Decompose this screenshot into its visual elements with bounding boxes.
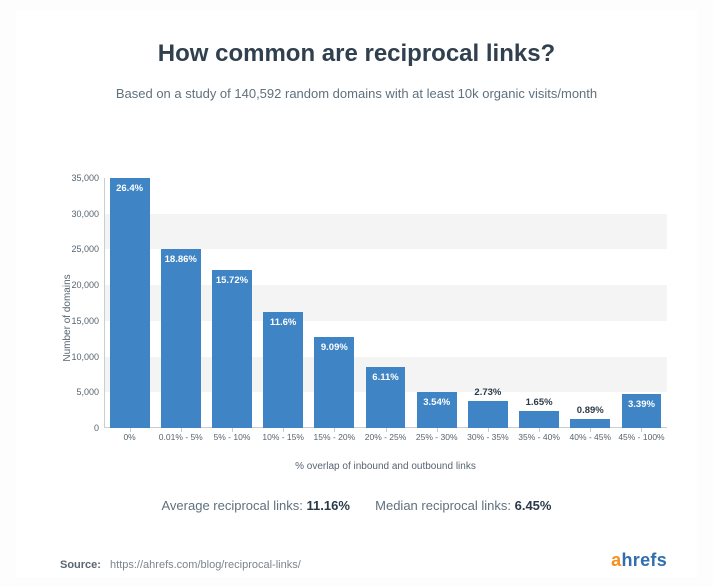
bar-value-label: 26.4% bbox=[116, 183, 143, 194]
bar-value-label: 3.54% bbox=[423, 397, 450, 408]
median-label: Median reciprocal links: bbox=[375, 498, 511, 513]
chart-card: How common are reciprocal links? Based o… bbox=[16, 10, 697, 577]
bar-value-label: 3.39% bbox=[628, 399, 655, 410]
bar: 15.72% bbox=[212, 270, 252, 428]
source: Source: https://ahrefs.com/blog/reciproc… bbox=[60, 559, 301, 571]
bar-slot: 0.89% bbox=[565, 178, 616, 428]
y-tick: 35,000 bbox=[71, 173, 104, 183]
bar: 3.54% bbox=[417, 392, 457, 428]
bar-slot: 1.65% bbox=[514, 178, 565, 428]
page-subtitle: Based on a study of 140,592 random domai… bbox=[16, 86, 697, 101]
bar: 3.39% bbox=[622, 394, 662, 428]
bars-container: 26.4% 18.86% 15.72% 11.6% 9.09% 6.11% 3.54% 2.7… bbox=[104, 178, 667, 428]
x-tick-row: 0%0.01% - 5%5% - 10%10% - 15%15% - 20%20… bbox=[104, 432, 667, 442]
bar: 26.4% bbox=[110, 178, 150, 428]
x-tick-label: 0% bbox=[104, 432, 155, 442]
bar: 11.6% bbox=[263, 312, 303, 428]
plot-area: 05,00010,00015,00020,00025,00030,00035,0… bbox=[104, 178, 667, 428]
bar-slot: 3.39% bbox=[616, 178, 667, 428]
x-tick-label: 25% - 30% bbox=[411, 432, 462, 442]
bar-value-label: 11.6% bbox=[270, 317, 296, 328]
x-tick-label: 10% - 15% bbox=[258, 432, 309, 442]
summary-stats: Average reciprocal links: 11.16% Median … bbox=[16, 498, 697, 513]
page-title: How common are reciprocal links? bbox=[16, 40, 697, 68]
y-tick: 10,000 bbox=[71, 352, 104, 362]
bar-slot: 18.86% bbox=[155, 178, 206, 428]
bar-value-label: 1.65% bbox=[526, 397, 553, 408]
x-tick-label: 35% - 40% bbox=[514, 432, 565, 442]
bar-value-label: 15.72% bbox=[216, 275, 248, 286]
source-url: https://ahrefs.com/blog/reciprocal-links… bbox=[110, 559, 301, 571]
bar-slot: 3.54% bbox=[411, 178, 462, 428]
x-tick-label: 40% - 45% bbox=[565, 432, 616, 442]
footer: Source: https://ahrefs.com/blog/reciproc… bbox=[60, 550, 667, 571]
y-tick: 25,000 bbox=[71, 244, 104, 254]
bar-slot: 2.73% bbox=[462, 178, 513, 428]
bar: 18.86% bbox=[161, 249, 201, 428]
x-tick-label: 45% - 100% bbox=[616, 432, 667, 442]
bar: 0.89% bbox=[570, 419, 610, 428]
bar-value-label: 6.11% bbox=[372, 372, 398, 383]
bar-value-label: 0.89% bbox=[577, 405, 604, 416]
chart-area: Number of domains 05,00010,00015,00020,0… bbox=[64, 178, 667, 458]
bar-slot: 26.4% bbox=[104, 178, 155, 428]
bar: 2.73% bbox=[468, 401, 508, 428]
logo-rest: hrefs bbox=[621, 550, 667, 570]
bar-slot: 6.11% bbox=[360, 178, 411, 428]
x-tick-label: 30% - 35% bbox=[462, 432, 513, 442]
x-tick-label: 5% - 10% bbox=[206, 432, 257, 442]
y-tick: 20,000 bbox=[71, 280, 104, 290]
x-tick-label: 15% - 20% bbox=[309, 432, 360, 442]
bar-slot: 11.6% bbox=[258, 178, 309, 428]
ahrefs-logo: ahrefs bbox=[611, 550, 667, 571]
avg-value: 11.16% bbox=[307, 498, 350, 513]
y-tick: 15,000 bbox=[71, 316, 104, 326]
bar-value-label: 2.73% bbox=[474, 387, 501, 398]
x-tick-label: 0.01% - 5% bbox=[155, 432, 206, 442]
bar-slot: 9.09% bbox=[309, 178, 360, 428]
y-tick: 0 bbox=[94, 423, 104, 433]
bar: 9.09% bbox=[314, 337, 354, 428]
source-label: Source: bbox=[60, 559, 101, 571]
bar: 1.65% bbox=[519, 411, 559, 428]
bar: 6.11% bbox=[366, 367, 406, 428]
y-tick: 5,000 bbox=[76, 387, 104, 397]
x-tick-label: 20% - 25% bbox=[360, 432, 411, 442]
logo-a: a bbox=[611, 550, 621, 570]
bar-value-label: 18.86% bbox=[165, 254, 197, 265]
bar-value-label: 9.09% bbox=[321, 342, 348, 353]
bar-slot: 15.72% bbox=[206, 178, 257, 428]
y-tick: 30,000 bbox=[71, 209, 104, 219]
x-axis-label: % overlap of inbound and outbound links bbox=[104, 461, 667, 472]
median-value: 6.45% bbox=[515, 498, 552, 513]
avg-label: Average reciprocal links: bbox=[162, 498, 303, 513]
